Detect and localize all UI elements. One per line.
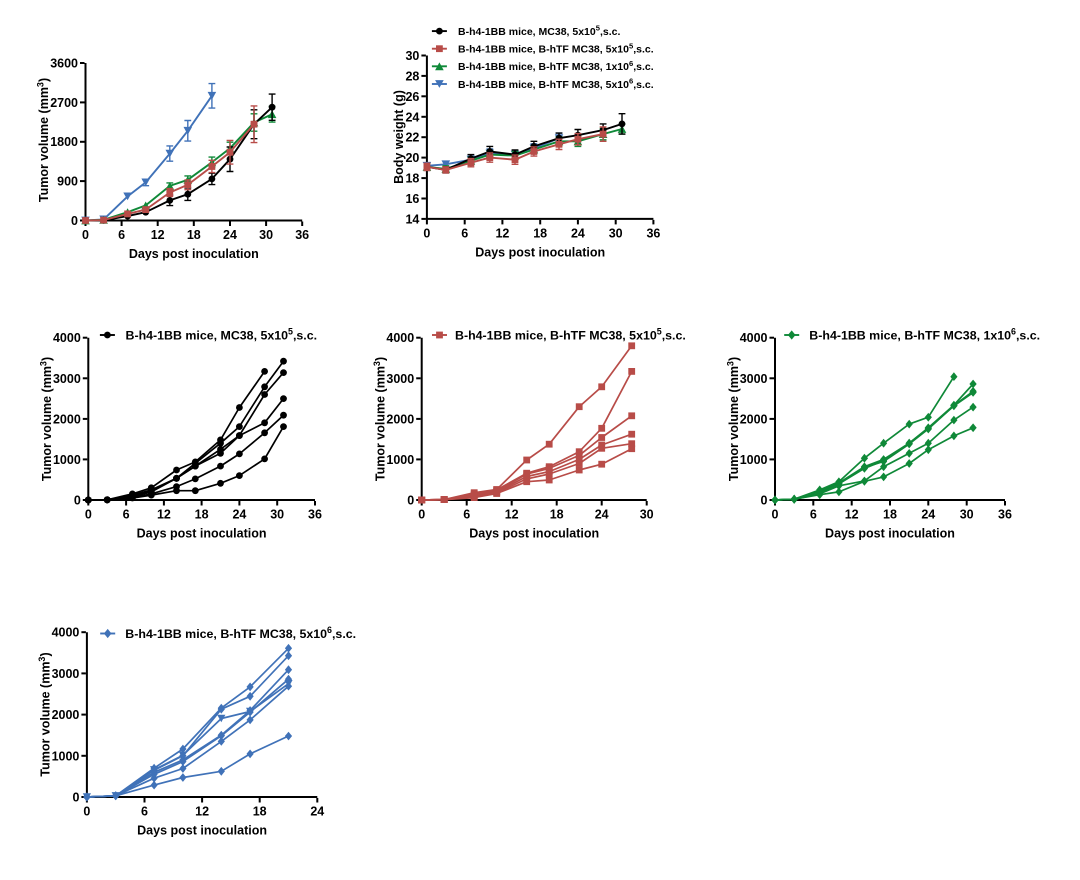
svg-text:24: 24	[310, 805, 324, 819]
svg-text:0: 0	[418, 508, 425, 522]
svg-text:18: 18	[883, 508, 897, 522]
svg-text:18: 18	[533, 226, 547, 240]
svg-text:30: 30	[960, 508, 974, 522]
svg-text:24: 24	[223, 228, 237, 242]
svg-text:Tumor volume (mm3): Tumor volume (mm3)	[726, 357, 742, 481]
svg-text:Days post inoculation: Days post inoculation	[469, 527, 599, 541]
svg-text:36: 36	[295, 228, 309, 242]
svg-text:B-h4-1BB mice, B-hTF MC38, 5x1: B-h4-1BB mice, B-hTF MC38, 5x105,s.c.	[455, 326, 686, 342]
svg-text:1000: 1000	[52, 749, 80, 763]
svg-text:3000: 3000	[52, 667, 80, 681]
svg-text:4000: 4000	[52, 626, 80, 640]
svg-text:2000: 2000	[52, 708, 80, 722]
svg-text:4000: 4000	[53, 331, 81, 345]
svg-text:Days post inoculation: Days post inoculation	[825, 527, 955, 541]
svg-text:B-h4-1BB mice, B-hTF MC38, 5x1: B-h4-1BB mice, B-hTF MC38, 5x105,s.c.	[458, 41, 654, 55]
svg-text:0: 0	[407, 494, 414, 508]
svg-text:3600: 3600	[50, 57, 78, 71]
svg-text:36: 36	[998, 508, 1012, 522]
svg-text:2700: 2700	[50, 96, 78, 110]
svg-text:18: 18	[195, 508, 209, 522]
svg-text:0: 0	[83, 805, 90, 819]
svg-text:B-h4-1BB mice, B-hTF MC38, 1x1: B-h4-1BB mice, B-hTF MC38, 1x106,s.c.	[809, 326, 1040, 342]
svg-text:Tumor volume (mm3): Tumor volume (mm3)	[36, 78, 52, 202]
svg-text:26: 26	[405, 90, 419, 104]
svg-text:4000: 4000	[386, 331, 414, 345]
svg-text:Body weight (g): Body weight (g)	[392, 90, 406, 184]
svg-text:12: 12	[157, 508, 171, 522]
svg-text:2000: 2000	[386, 412, 414, 426]
svg-text:6: 6	[463, 508, 470, 522]
svg-text:0: 0	[74, 494, 81, 508]
svg-text:18: 18	[550, 508, 564, 522]
svg-text:24: 24	[595, 508, 609, 522]
svg-text:0: 0	[72, 791, 79, 805]
svg-text:30: 30	[270, 508, 284, 522]
svg-text:B-h4-1BB mice, MC38, 5x105,s.c: B-h4-1BB mice, MC38, 5x105,s.c.	[126, 326, 318, 342]
svg-text:36: 36	[646, 226, 660, 240]
svg-text:Tumor volume (mm3): Tumor volume (mm3)	[39, 357, 55, 481]
svg-text:18: 18	[187, 228, 201, 242]
svg-text:30: 30	[609, 226, 623, 240]
svg-text:Days post inoculation: Days post inoculation	[129, 247, 259, 261]
svg-text:28: 28	[405, 69, 419, 83]
svg-text:0: 0	[772, 508, 779, 522]
svg-text:1000: 1000	[53, 453, 81, 467]
svg-text:0: 0	[85, 508, 92, 522]
svg-text:16: 16	[405, 192, 419, 206]
svg-text:18: 18	[405, 172, 419, 186]
svg-text:30: 30	[640, 508, 654, 522]
svg-text:1000: 1000	[386, 453, 414, 467]
svg-text:24: 24	[232, 508, 246, 522]
svg-text:4000: 4000	[740, 331, 768, 345]
svg-text:1000: 1000	[740, 453, 768, 467]
svg-text:6: 6	[123, 508, 130, 522]
svg-text:3000: 3000	[53, 372, 81, 386]
svg-text:0: 0	[423, 226, 430, 240]
svg-text:B-h4-1BB mice, B-hTF MC38, 5x1: B-h4-1BB mice, B-hTF MC38, 5x106,s.c.	[458, 77, 654, 91]
svg-text:6: 6	[810, 508, 817, 522]
svg-text:B-h4-1BB mice, B-hTF MC38, 5x1: B-h4-1BB mice, B-hTF MC38, 5x106,s.c.	[125, 625, 356, 641]
svg-text:3000: 3000	[740, 372, 768, 386]
svg-text:30: 30	[259, 228, 273, 242]
svg-text:18: 18	[253, 805, 267, 819]
svg-text:B-h4-1BB mice, MC38, 5x105,s.c: B-h4-1BB mice, MC38, 5x105,s.c.	[458, 24, 620, 38]
svg-text:24: 24	[921, 508, 935, 522]
svg-text:24: 24	[405, 110, 419, 124]
svg-text:2000: 2000	[53, 412, 81, 426]
svg-text:2000: 2000	[740, 412, 768, 426]
svg-text:0: 0	[761, 494, 768, 508]
svg-text:Tumor volume (mm3): Tumor volume (mm3)	[372, 357, 388, 481]
svg-text:14: 14	[405, 212, 419, 226]
svg-text:B-h4-1BB mice, B-hTF MC38, 1x1: B-h4-1BB mice, B-hTF MC38, 1x106,s.c.	[458, 59, 654, 73]
svg-text:12: 12	[495, 226, 509, 240]
svg-text:900: 900	[57, 175, 78, 189]
svg-text:Tumor volume (mm3): Tumor volume (mm3)	[37, 652, 53, 776]
svg-text:20: 20	[405, 151, 419, 165]
svg-text:12: 12	[151, 228, 165, 242]
svg-text:24: 24	[571, 226, 585, 240]
svg-text:0: 0	[82, 228, 89, 242]
svg-text:3000: 3000	[386, 372, 414, 386]
svg-text:36: 36	[308, 508, 322, 522]
svg-text:12: 12	[505, 508, 519, 522]
svg-text:0: 0	[71, 214, 78, 228]
svg-text:1800: 1800	[50, 135, 78, 149]
svg-text:Days post inoculation: Days post inoculation	[475, 245, 605, 259]
svg-text:6: 6	[118, 228, 125, 242]
svg-text:6: 6	[461, 226, 468, 240]
svg-text:12: 12	[845, 508, 859, 522]
svg-text:Days post inoculation: Days post inoculation	[137, 824, 267, 838]
svg-text:12: 12	[195, 805, 209, 819]
svg-text:22: 22	[405, 131, 419, 145]
svg-text:6: 6	[141, 805, 148, 819]
svg-text:Days post inoculation: Days post inoculation	[137, 527, 267, 541]
svg-text:30: 30	[405, 49, 419, 63]
